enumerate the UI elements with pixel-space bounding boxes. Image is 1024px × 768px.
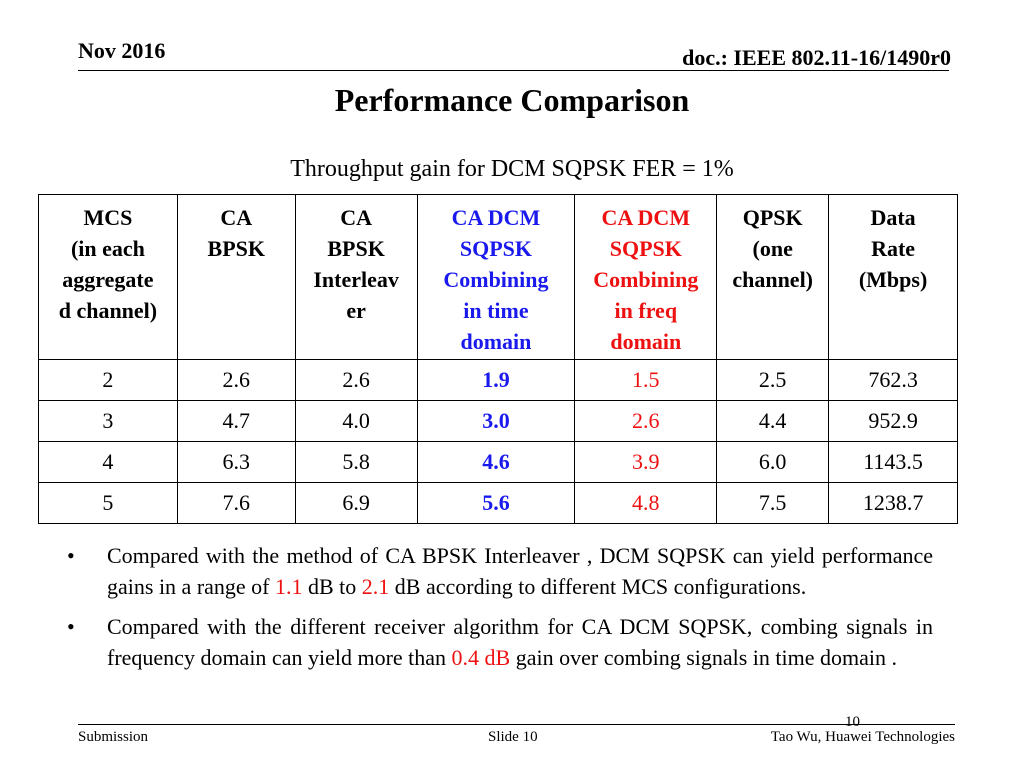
footer-slide-number: Slide 10 xyxy=(488,729,538,745)
col-header-line: CA DCM xyxy=(451,205,541,230)
table-cell: 4.0 xyxy=(294,400,418,442)
table-row: 4 6.3 5.8 4.6 3.9 6.0 1143.5 xyxy=(38,441,958,483)
bullet-item: • Compared with the different receiver al… xyxy=(67,612,933,673)
header-date: Nov 2016 xyxy=(78,38,166,63)
bullet-text: dB according to different MCS configurat… xyxy=(389,573,807,599)
col-header-line: SQPSK xyxy=(609,236,682,261)
table-cell: 1143.5 xyxy=(828,441,958,483)
col-header-ca-bpsk: CA BPSK xyxy=(176,194,296,360)
col-header-line: channel) xyxy=(732,267,814,292)
throughput-gain-table: MCS (in each aggregate d channel) CA BPSK CA… xyxy=(38,194,958,524)
col-header-line: QPSK xyxy=(742,205,803,230)
table-cell: 1.9 xyxy=(416,359,576,401)
table-cell: 3.9 xyxy=(574,441,718,483)
table-cell: 2 xyxy=(38,359,178,401)
table-cell: 6.0 xyxy=(716,441,830,483)
table-cell: 3.0 xyxy=(416,400,576,442)
col-header-line: CA xyxy=(340,205,372,230)
bullet-text: 0.4 dB xyxy=(451,644,511,670)
table-cell: 4.8 xyxy=(574,482,718,524)
table-header-row: MCS (in each aggregate d channel) CA BPSK CA… xyxy=(38,194,958,360)
table-caption: Throughput gain for DCM SQPSK FER = 1% xyxy=(290,156,734,182)
table-cell: 4.6 xyxy=(416,441,576,483)
col-header-line: domain xyxy=(610,329,682,354)
table-cell: 762.3 xyxy=(828,359,958,401)
table-row: 5 7.6 6.9 5.6 4.8 7.5 1238.7 xyxy=(38,482,958,524)
table-cell: 7.6 xyxy=(176,482,296,524)
bullet-dot-icon: • xyxy=(67,614,75,639)
col-header-line: BPSK xyxy=(207,236,265,261)
table-row: 2 2.6 2.6 1.9 1.5 2.5 762.3 xyxy=(38,359,958,401)
col-header-data-rate: Data Rate (Mbps) xyxy=(828,194,958,360)
col-header-line: Data xyxy=(870,205,916,230)
bullet-text: Compared with the method of CA BPSK Inte… xyxy=(107,543,933,599)
footer-page-number: 10 xyxy=(845,714,860,730)
col-header-line: BPSK xyxy=(327,236,385,261)
table-cell: 3 xyxy=(38,400,178,442)
table-cell: 7.5 xyxy=(716,482,830,524)
table-cell: 5.6 xyxy=(416,482,576,524)
bullet-text: gain over combing signals in time domain… xyxy=(510,644,898,670)
col-header-mcs: MCS (in each aggregate d channel) xyxy=(38,194,178,360)
slide-title: Performance Comparison xyxy=(334,82,690,118)
table-cell: 2.6 xyxy=(574,400,718,442)
footer-author: Tao Wu, Huawei Technologies xyxy=(770,729,955,745)
table-cell: 6.3 xyxy=(176,441,296,483)
table-cell: 6.9 xyxy=(294,482,418,524)
table-cell: 1.5 xyxy=(574,359,718,401)
table-cell: 4.4 xyxy=(716,400,830,442)
col-header-line: (in each xyxy=(70,236,145,261)
table-cell: 2.6 xyxy=(176,359,296,401)
col-header-line: MCS xyxy=(83,205,133,230)
bullet-item: • Compared with the method of CA BPSK Int… xyxy=(67,541,933,602)
col-header-dcm-time-domain: CA DCM SQPSK Combining in time domain xyxy=(416,194,576,360)
table-cell: 1238.7 xyxy=(828,482,958,524)
table-cell: 4 xyxy=(38,441,178,483)
col-header-line: (one xyxy=(752,236,793,261)
table-cell: 5 xyxy=(38,482,178,524)
col-header-line: in freq xyxy=(614,298,678,323)
col-header-qpsk: QPSK (one channel) xyxy=(716,194,830,360)
col-header-line: d channel) xyxy=(58,298,158,323)
col-header-dcm-freq-domain: CA DCM SQPSK Combining in freq domain xyxy=(574,194,718,360)
table-cell: 5.8 xyxy=(294,441,418,483)
table-cell: 4.7 xyxy=(176,400,296,442)
bullet-text: dB to xyxy=(302,573,362,599)
col-header-line: SQPSK xyxy=(459,236,533,261)
bullet-text: Compared with the different receiver alg… xyxy=(107,614,933,670)
header-doc-id: doc.: IEEE 802.11-16/1490r0 xyxy=(682,45,951,70)
bullet-text: 1.1 xyxy=(275,573,303,599)
table-body: 2 2.6 2.6 1.9 1.5 2.5 762.3 3 4.7 4.0 3.0 2.6 4.4 952… xyxy=(38,359,958,524)
col-header-line: in time xyxy=(463,298,529,323)
bullet-list: • Compared with the method of CA BPSK Int… xyxy=(67,541,933,683)
col-header-line: (Mbps) xyxy=(858,267,928,292)
header-divider xyxy=(78,70,949,71)
col-header-line: CA DCM xyxy=(601,205,691,230)
bullet-dot-icon: • xyxy=(67,543,75,568)
col-header-line: Combining xyxy=(443,267,549,292)
col-header-line: Interleav xyxy=(313,267,399,292)
bullet-text: 2.1 xyxy=(361,573,390,599)
footer-divider xyxy=(78,724,955,725)
table-cell: 2.6 xyxy=(294,359,418,401)
col-header-line: Combining xyxy=(593,267,699,292)
col-header-ca-bpsk-interleaver: CA BPSK Interleav er xyxy=(294,194,418,360)
col-header-line: domain xyxy=(460,329,532,354)
table-cell: 2.5 xyxy=(716,359,830,401)
col-header-line: CA xyxy=(220,205,253,230)
footer-submission: Submission xyxy=(78,729,149,745)
table-cell: 952.9 xyxy=(828,400,958,442)
col-header-line: er xyxy=(346,298,366,323)
col-header-line: aggregate xyxy=(62,267,154,292)
col-header-line: Rate xyxy=(871,236,916,261)
table-row: 3 4.7 4.0 3.0 2.6 4.4 952.9 xyxy=(38,400,958,442)
